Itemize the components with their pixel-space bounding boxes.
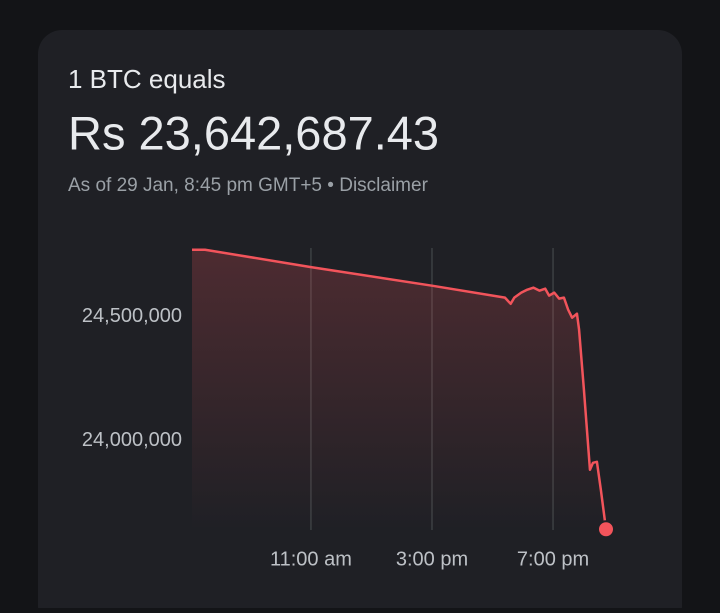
title: 1 BTC equals bbox=[68, 64, 226, 94]
x-tick-label: 7:00 pm bbox=[517, 548, 589, 570]
x-tick-label: 3:00 pm bbox=[396, 548, 468, 570]
as-of: As of 29 Jan, 8:45 pm GMT+5 • Disclaimer bbox=[68, 175, 429, 196]
y-tick-label: 24,000,000 bbox=[82, 429, 182, 451]
separator: • bbox=[327, 175, 334, 196]
chart: 11:00 am 3:00 pm 7:00 pm 24,000,000 24,500,0… bbox=[82, 248, 615, 570]
as-of-text: As of 29 Jan, 8:45 pm GMT+5 bbox=[68, 175, 322, 196]
disclaimer-link[interactable]: Disclaimer bbox=[339, 175, 428, 196]
y-tick-label: 24,500,000 bbox=[82, 305, 182, 327]
area bbox=[192, 249, 606, 530]
x-tick-label: 11:00 am bbox=[270, 548, 352, 570]
end-dot bbox=[597, 520, 615, 539]
price: Rs 23,642,687.43 bbox=[68, 106, 439, 159]
price-line bbox=[192, 248, 608, 530]
